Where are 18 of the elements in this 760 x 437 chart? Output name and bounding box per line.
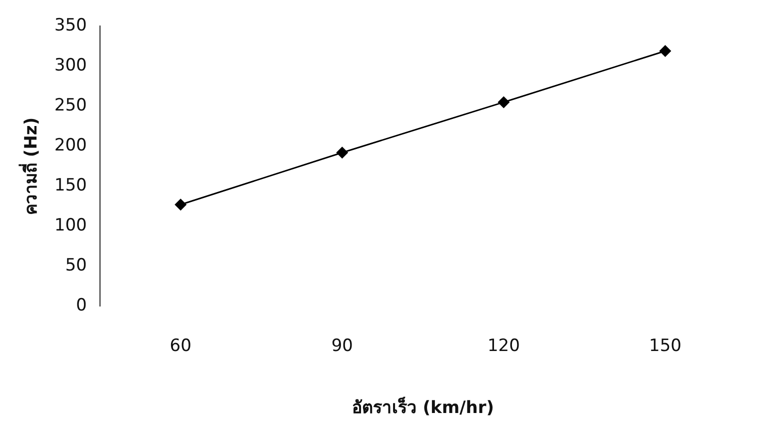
y-tick-label: 100	[54, 216, 87, 236]
point	[336, 146, 348, 159]
point	[659, 45, 672, 57]
x-axis-title: อัตราเร็ว (km/hr)	[352, 395, 494, 418]
y-tick-label: 0	[76, 296, 87, 316]
x-tick-label: 120	[487, 336, 520, 356]
x-tick-label: 150	[649, 336, 682, 356]
y-tick-label: 150	[54, 176, 87, 196]
y-tick-label: 50	[65, 256, 87, 276]
x-tick-label: 90	[331, 336, 353, 356]
y-tick-label: 250	[54, 96, 87, 116]
y-axis-title: ความถี่ (Hz)	[18, 117, 42, 215]
y-tick-label: 200	[54, 136, 87, 156]
point	[498, 96, 510, 108]
point	[174, 198, 187, 211]
y-tick-label: 300	[54, 56, 87, 76]
y-tick-label: 350	[54, 16, 87, 36]
x-tick-label: 60	[170, 336, 192, 356]
